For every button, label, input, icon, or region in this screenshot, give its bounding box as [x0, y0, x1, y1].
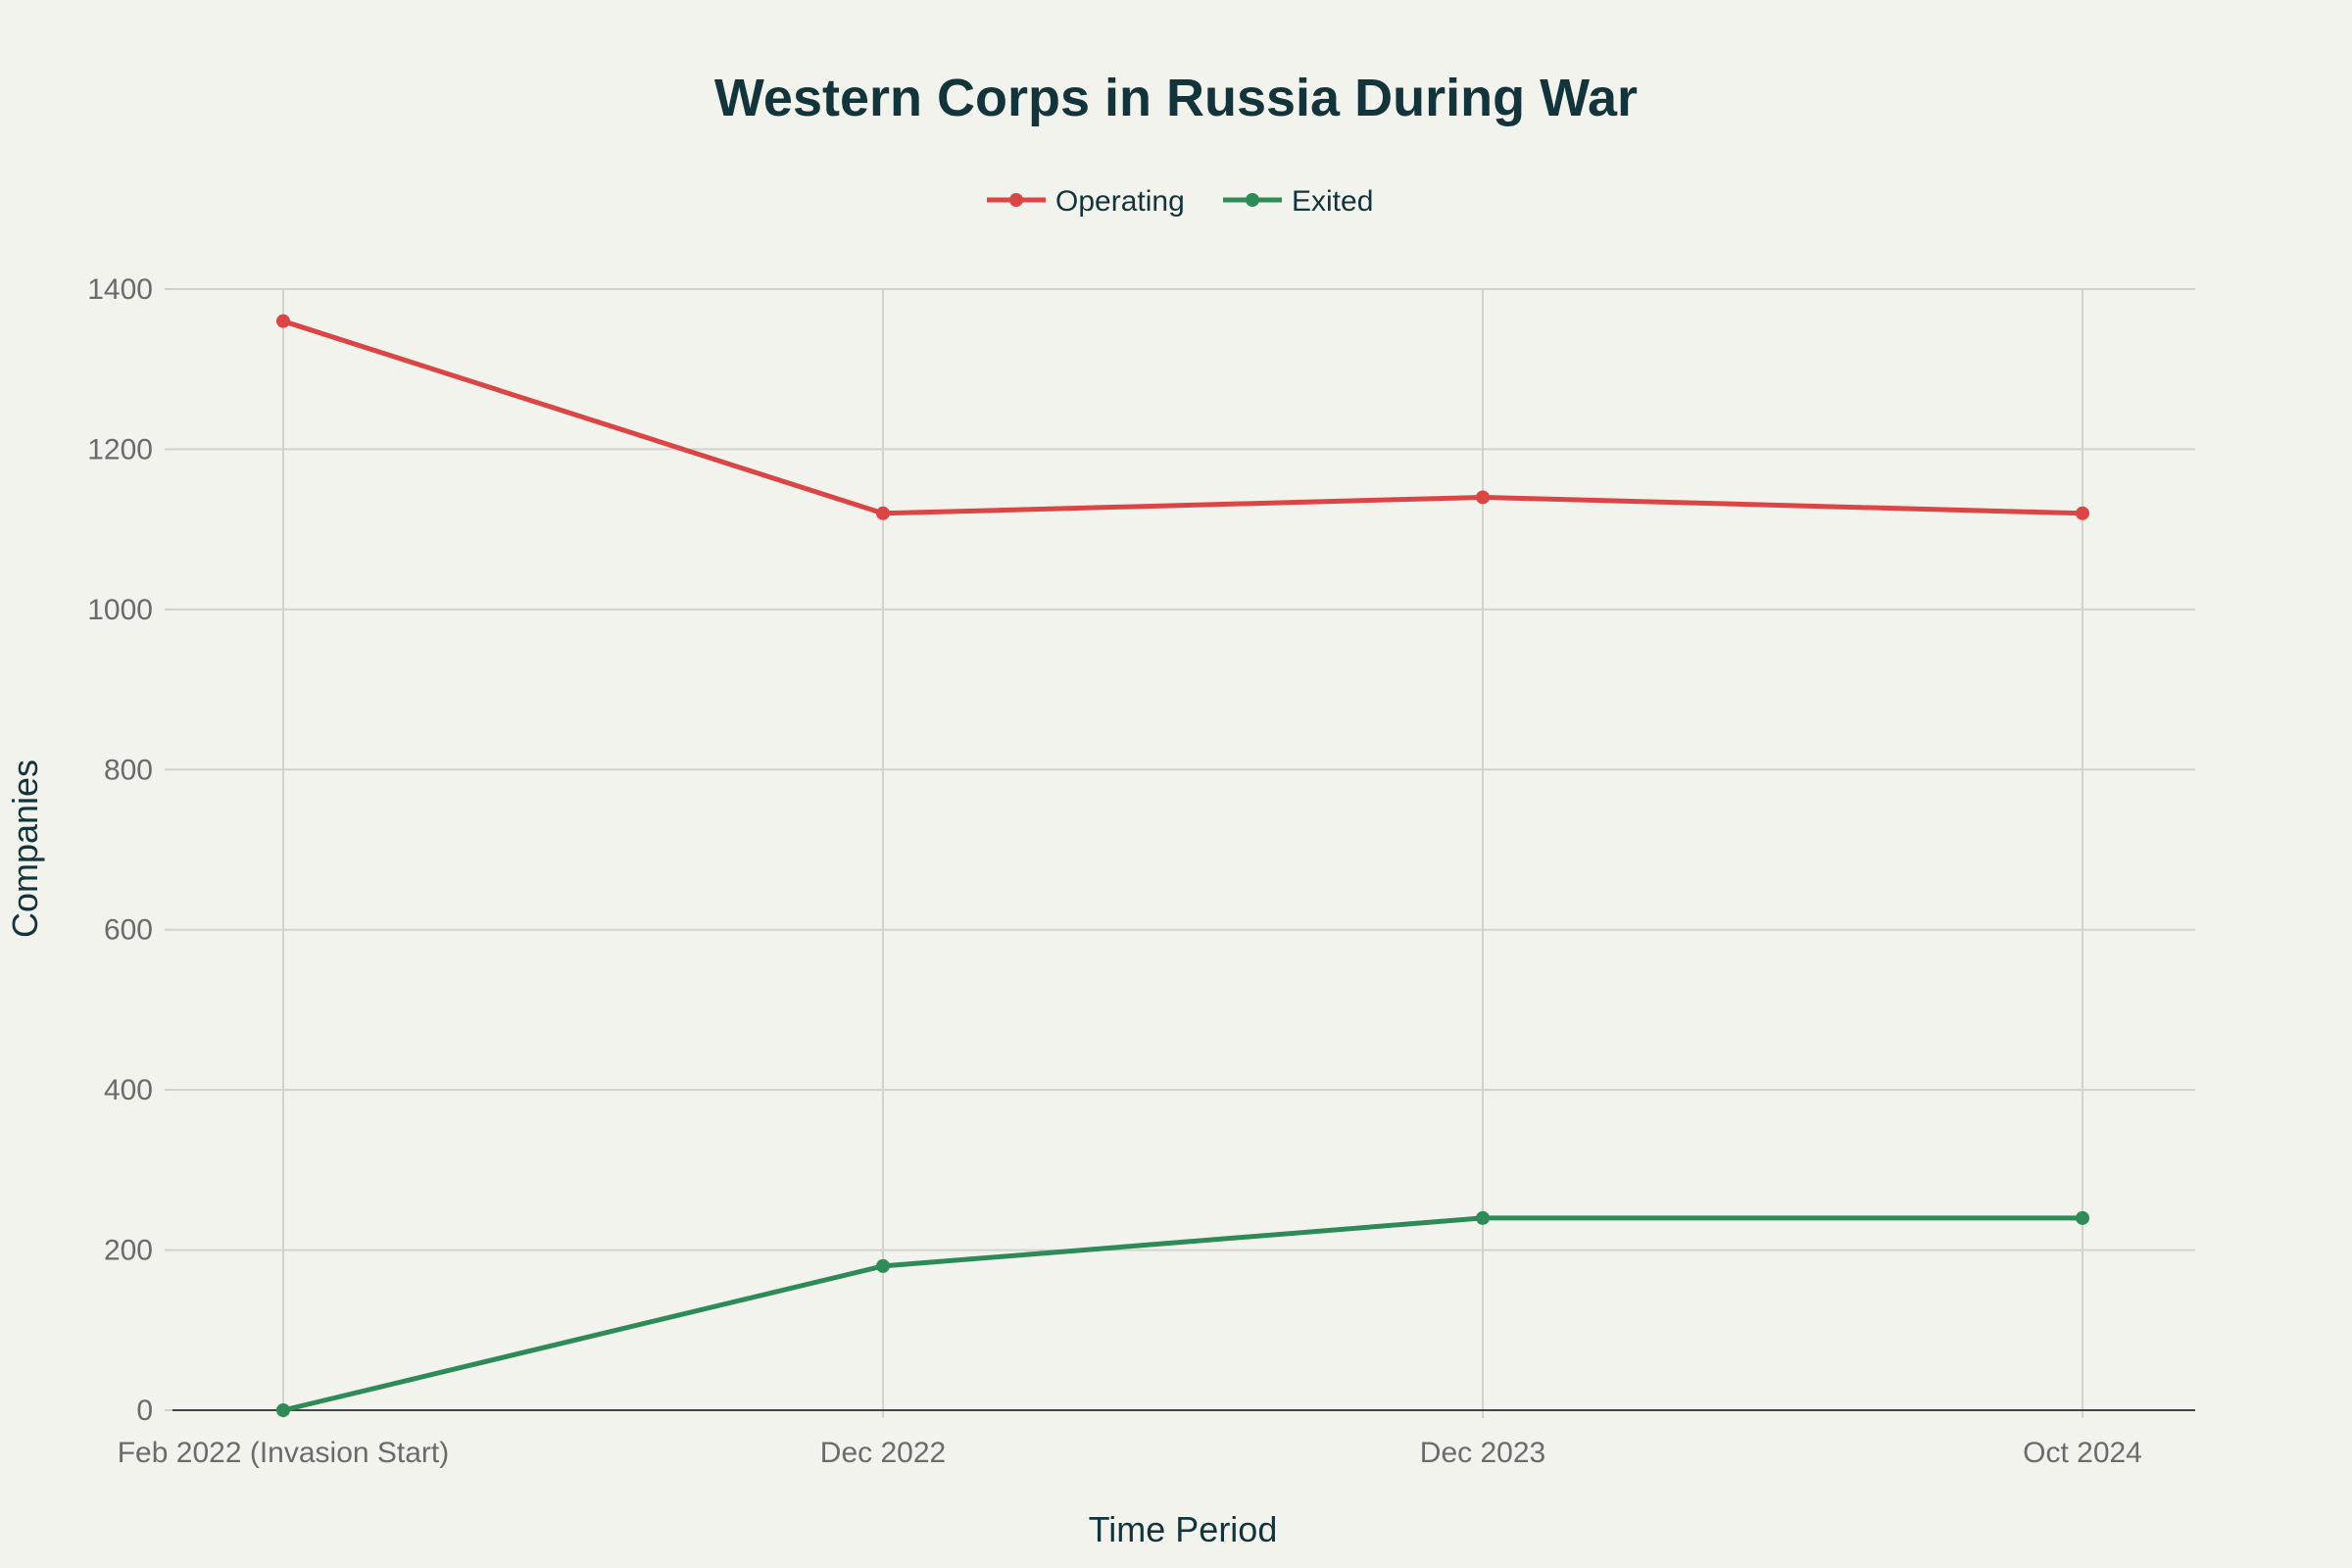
x-tick-label: Feb 2022 (Invasion Start): [118, 1437, 450, 1469]
data-point[interactable]: [2076, 506, 2089, 520]
series-line: [282, 318, 2083, 516]
chart-title: Western Corps in Russia During War: [714, 69, 1638, 127]
legend-item-operating[interactable]: Operating: [987, 185, 1185, 218]
legend-label: Operating: [1055, 185, 1185, 218]
x-tick-label: Dec 2022: [820, 1437, 946, 1469]
y-tick-label: 800: [104, 754, 153, 786]
legend-marker: [1009, 193, 1023, 207]
x-axis-title: Time Period: [1089, 1509, 1278, 1549]
y-tick-label: 200: [104, 1235, 153, 1267]
y-tick-label: 1200: [87, 433, 153, 466]
y-tick-label: 0: [136, 1395, 153, 1427]
legend-label: Exited: [1292, 185, 1373, 218]
data-point[interactable]: [2076, 1210, 2089, 1225]
x-tick-label: Oct 2024: [2023, 1437, 2142, 1469]
y-tick-label: 1400: [87, 273, 153, 306]
series-exited: [276, 1210, 2089, 1417]
legend-item-exited[interactable]: Exited: [1223, 185, 1373, 218]
series-group: [276, 314, 2089, 1417]
data-point[interactable]: [1476, 490, 1490, 505]
x-axis: Feb 2022 (Invasion Start) Dec 2022 Dec 202…: [118, 1409, 2195, 1469]
data-point[interactable]: [876, 1258, 890, 1273]
y-axis: 0 200 400 600 800 1000 1200 1400: [87, 273, 172, 1427]
data-point[interactable]: [276, 314, 290, 328]
y-tick-label: 600: [104, 914, 153, 947]
y-tick-label: 1000: [87, 594, 153, 626]
legend-marker: [1246, 193, 1259, 207]
series-operating: [276, 314, 2089, 520]
data-point[interactable]: [876, 506, 890, 520]
series-line: [282, 1215, 2082, 1413]
grid: [172, 288, 2195, 1418]
y-tick-label: 400: [104, 1074, 153, 1106]
data-point[interactable]: [1476, 1210, 1490, 1225]
data-point[interactable]: [276, 1403, 290, 1417]
y-axis-title: Companies: [5, 760, 45, 938]
x-tick-label: Dec 2023: [1420, 1437, 1545, 1469]
legend: Operating Exited: [987, 185, 1373, 218]
